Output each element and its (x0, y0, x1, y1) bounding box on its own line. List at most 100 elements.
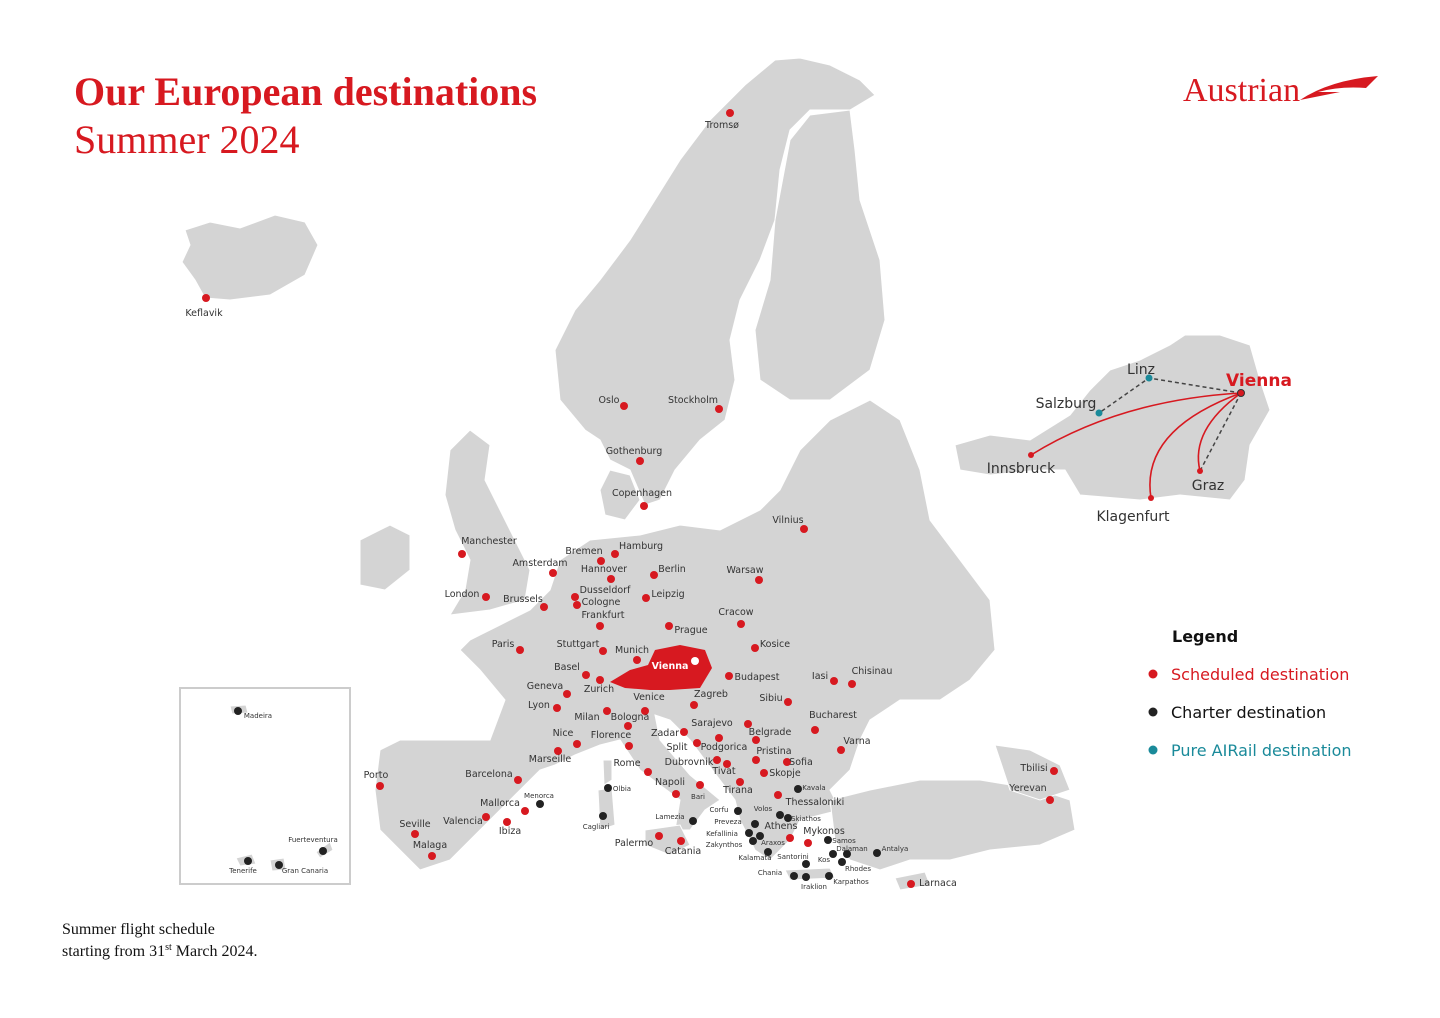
scheduled-dot (907, 880, 915, 888)
scheduled-dot (571, 593, 579, 601)
city-label: Kefallinia (706, 830, 738, 838)
city-label: Florence (591, 730, 632, 741)
scheduled-dot (503, 818, 511, 826)
charter-dot (764, 848, 772, 856)
city-label: Budapest (735, 672, 780, 683)
city-label: Dalaman (836, 845, 867, 853)
city-label: Gran Canaria (282, 867, 328, 875)
scheduled-dot (693, 739, 701, 747)
charter-dot (319, 847, 327, 855)
scheduled-dot (696, 781, 704, 789)
legend-dot (1148, 669, 1158, 679)
legend-dot (1148, 707, 1158, 717)
scheduled-dot (786, 834, 794, 842)
city-label: Sibiu (759, 693, 782, 704)
legend-label: Pure AIRail destination (1171, 741, 1352, 760)
scheduled-dot (599, 647, 607, 655)
airrail-dot (1095, 409, 1103, 417)
city-label: Athens (765, 821, 798, 832)
city-label: Paris (492, 639, 515, 650)
scheduled-dot (625, 742, 633, 750)
charter-dot (244, 857, 252, 865)
scheduled-dot (752, 756, 760, 764)
scheduled-dot (723, 760, 731, 768)
city-label: Lyon (528, 700, 550, 711)
city-label: Frankfurt (581, 610, 624, 621)
city-label: Hamburg (619, 541, 663, 552)
city-label: Milan (574, 712, 599, 723)
city-label: Stockholm (668, 395, 718, 406)
legend-label: Charter destination (1171, 703, 1326, 722)
charter-dot (790, 872, 798, 880)
scheduled-dot (848, 680, 856, 688)
scheduled-dot (1046, 796, 1054, 804)
charter-dot (234, 707, 242, 715)
city-label: Napoli (655, 777, 685, 788)
charter-dot (802, 860, 810, 868)
charter-dot (829, 850, 837, 858)
city-label: Basel (554, 662, 580, 673)
city-label: Nice (553, 728, 574, 739)
city-label: Dusseldorf (580, 585, 631, 596)
scheduled-dot (755, 576, 763, 584)
city-label: Palermo (615, 838, 654, 849)
scheduled-dot (760, 769, 768, 777)
city-label: Varna (843, 736, 870, 747)
city-label: Dubrovnik (665, 757, 714, 768)
scheduled-dot (784, 698, 792, 706)
city-label: Marseille (529, 754, 572, 765)
scheduled-dot (411, 830, 419, 838)
city-label: Valencia (443, 816, 483, 827)
city-label: Rhodes (845, 865, 871, 873)
inset-label: Innsbruck (987, 461, 1056, 477)
city-label: Kosice (760, 639, 790, 650)
footer-sup: st (165, 942, 172, 953)
city-label: Cracow (718, 607, 753, 618)
charter-dot (599, 812, 607, 820)
scheduled-dot (644, 768, 652, 776)
subtitle: Summer 2024 (74, 117, 300, 162)
scheduled-dot (811, 726, 819, 734)
city-label: Amsterdam (512, 558, 567, 569)
scheduled-dot (549, 569, 557, 577)
hub-label: Vienna (652, 661, 689, 672)
city-label: Mallorca (480, 798, 520, 809)
city-label: Mykonos (803, 826, 845, 837)
turkey (829, 779, 1076, 871)
city-label: Vilnius (772, 515, 803, 526)
scheduled-dot (516, 646, 524, 654)
footer-line: Summer flight schedule (62, 921, 215, 938)
charter-dot (776, 811, 784, 819)
city-label: Leipzig (651, 589, 684, 600)
charter-dot (734, 807, 742, 815)
charter-dot (873, 849, 881, 857)
city-label: Prague (674, 625, 707, 636)
charter-dot (751, 820, 759, 828)
legend-label: Scheduled destination (1171, 665, 1349, 684)
scheduled-dot (607, 575, 615, 583)
route-line (1149, 392, 1242, 499)
scheduled-dot (202, 294, 210, 302)
city-label: Zadar (651, 728, 679, 739)
city-label: Araxos (761, 839, 785, 847)
title: Our European destinations (74, 69, 537, 114)
inset-label: Linz (1127, 362, 1155, 378)
footer-text: March 2024. (172, 943, 258, 960)
ireland (359, 524, 411, 591)
legend-dot (1148, 745, 1158, 755)
charter-dot (825, 872, 833, 880)
footer-line: starting from 31st March 2024. (62, 942, 258, 960)
sicily (644, 824, 691, 856)
scheduled-dot (715, 734, 723, 742)
route-line (1197, 392, 1242, 472)
city-label: Yerevan (1008, 783, 1046, 794)
hub-dot (1237, 389, 1245, 397)
city-label: Seville (399, 819, 430, 830)
city-label: Chisinau (852, 666, 893, 677)
charter-dot (745, 829, 753, 837)
city-label: Sarajevo (691, 718, 733, 729)
city-label: Tirana (722, 785, 753, 796)
inset-label: Salzburg (1036, 396, 1097, 412)
